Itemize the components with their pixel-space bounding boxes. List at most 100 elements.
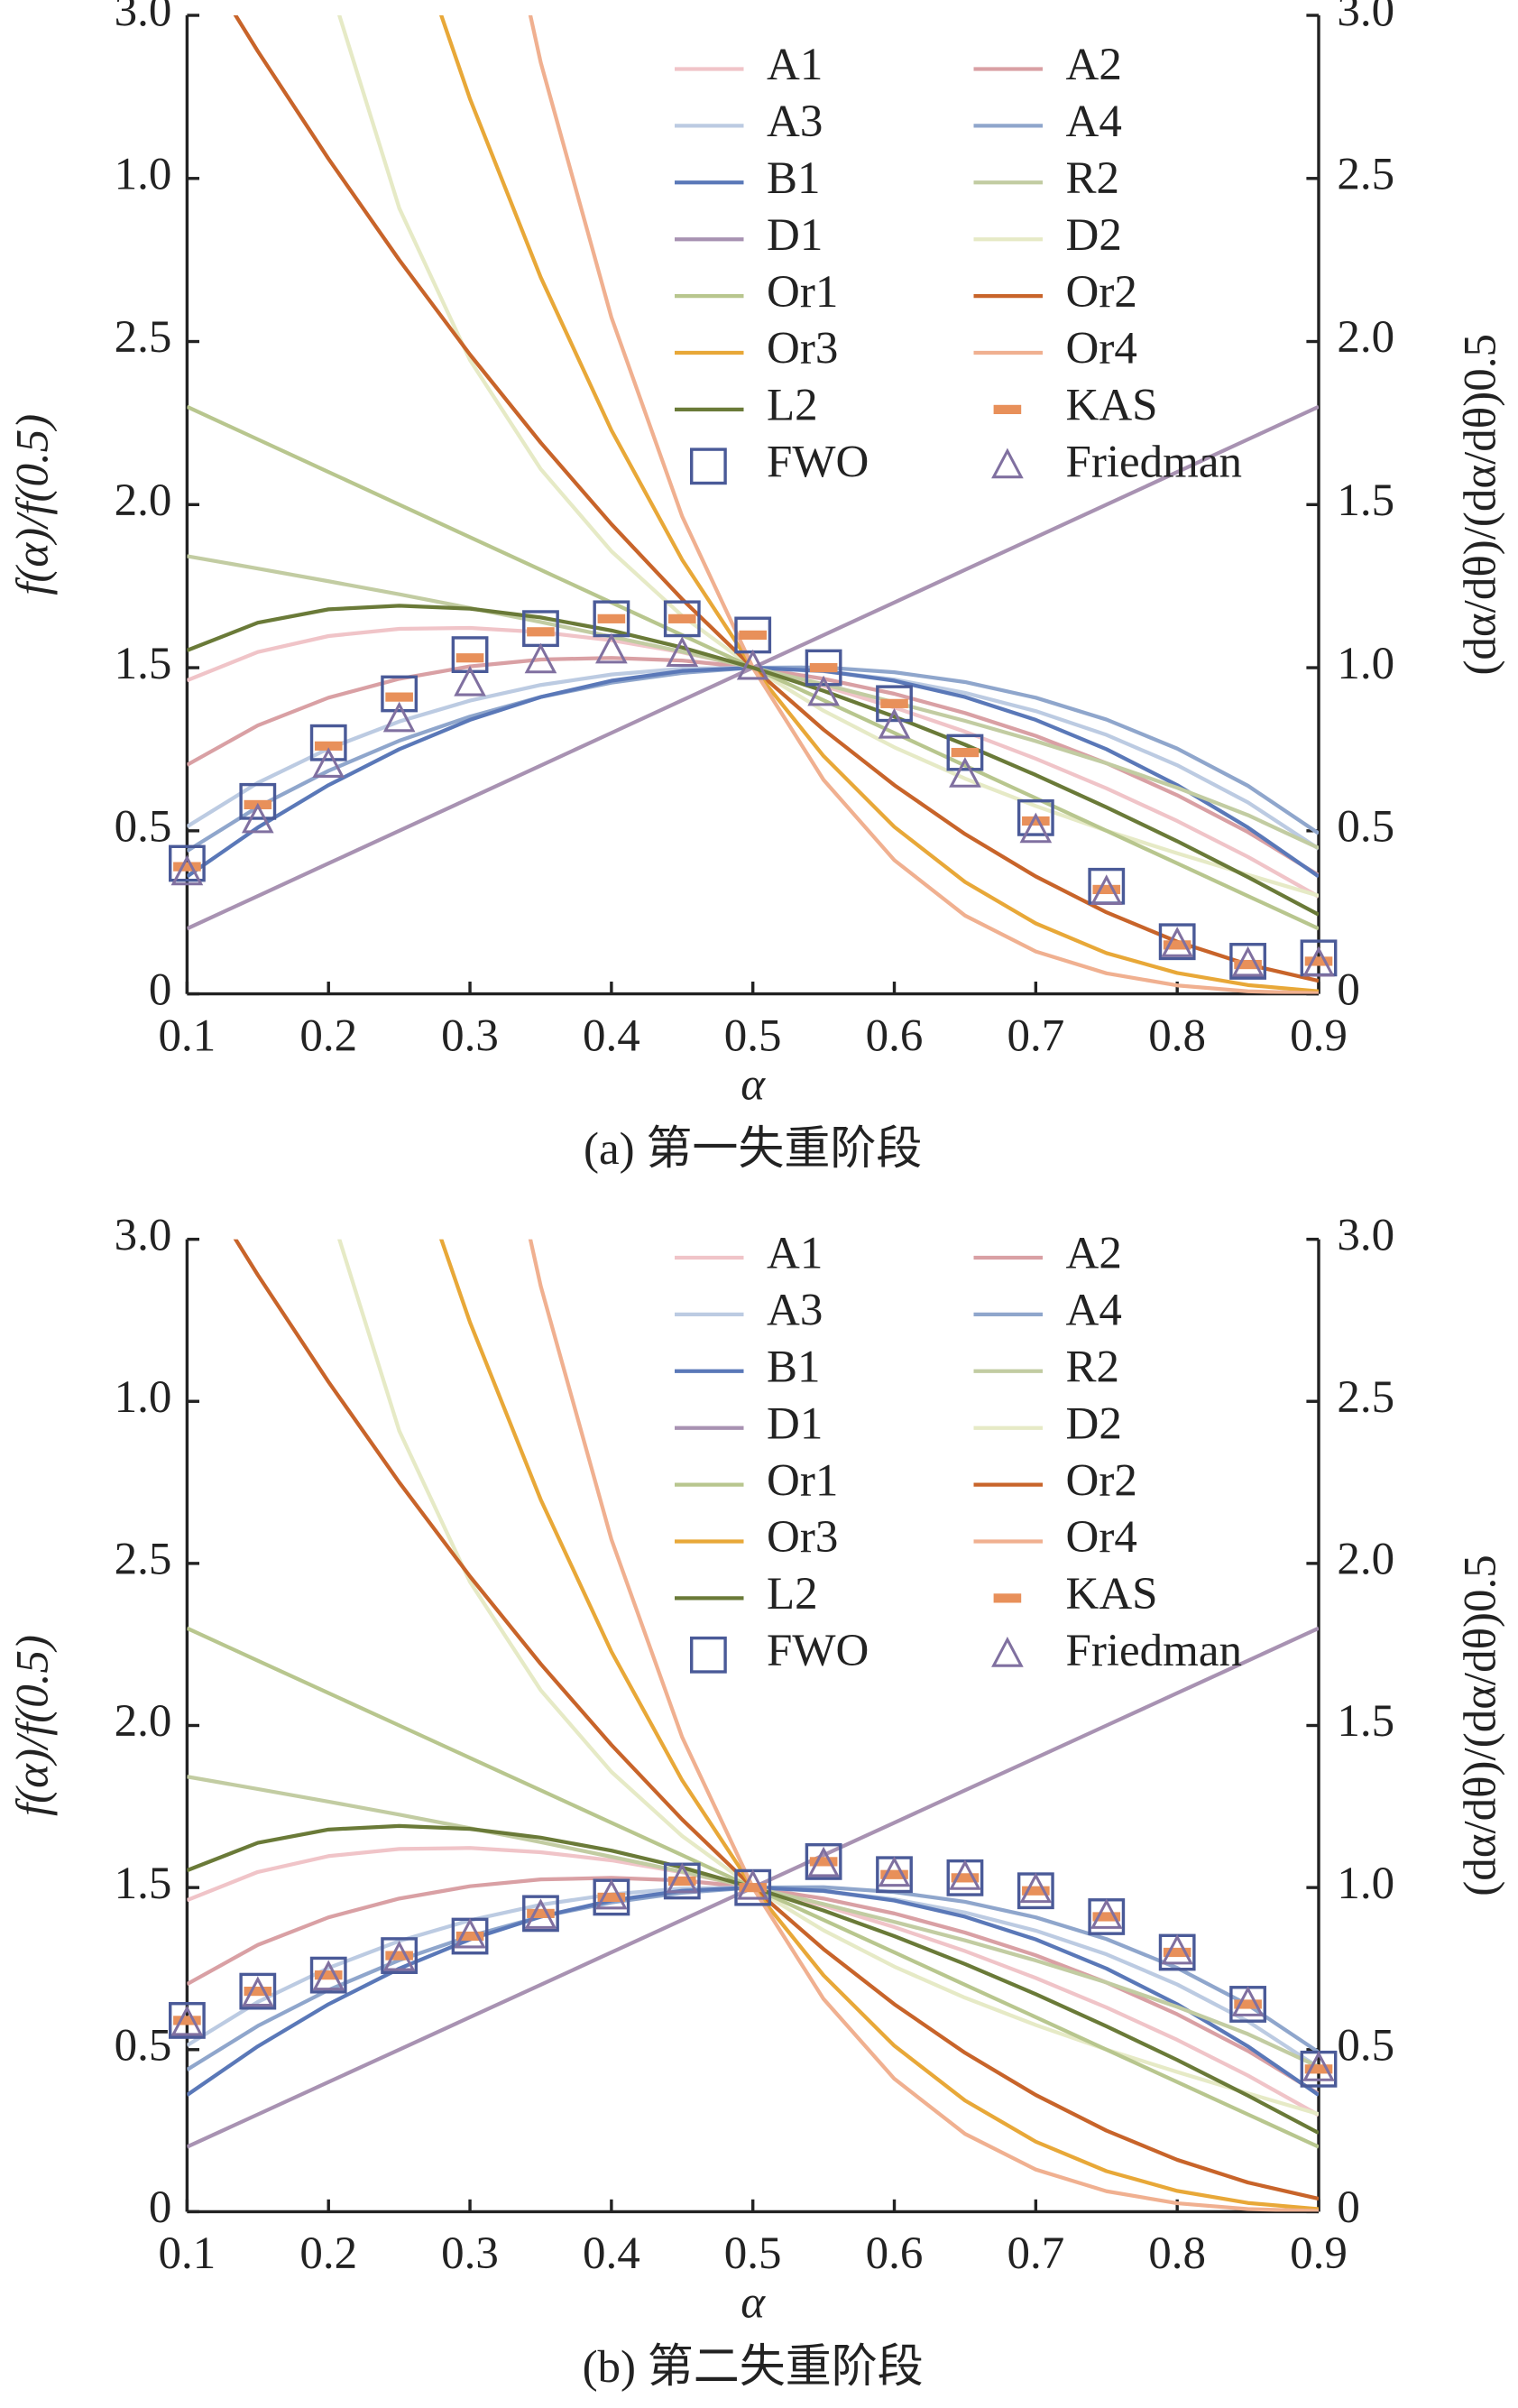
dash-marker [173,2016,201,2025]
legend-label: A1 [767,40,823,90]
y2-tick-label: 0 [1337,964,1360,1015]
dash-marker [314,741,343,751]
square-marker [1158,923,1196,961]
model-curve [187,1885,1319,2071]
y-axis-label: f(α)/f(0.5) [8,1635,59,1816]
model-curve [233,1239,1319,2201]
triangle-marker [241,1976,274,2007]
triangle-marker [736,1868,769,1900]
dash-marker [667,1876,696,1887]
dash-marker [244,1986,272,1997]
model-curve [187,665,1319,853]
triangle-marker [1019,812,1053,844]
legend-label: KAS [1065,381,1157,431]
legend-label: FWO [767,1626,869,1676]
legend-label: Or2 [1065,1455,1136,1506]
y-tick-label: 0 [149,2182,172,2233]
square-marker [381,675,419,713]
triangle-marker [878,1856,911,1887]
dash-marker [951,747,980,758]
plot-area [187,15,1319,994]
legend-marker [991,1637,1024,1667]
dash-marker [173,862,201,872]
y-tick-label: 0 [149,964,172,1015]
square-marker [239,782,277,820]
triangle-marker [949,757,981,788]
square-marker [1017,798,1054,836]
dash-marker [527,627,555,637]
x-tick-label: 0.5 [724,1010,782,1061]
y-axis-label: f(α)/f(0.5) [8,414,59,595]
dash-marker [455,653,484,663]
y2-tick-label: 2.5 [1337,149,1394,199]
x-tick-label: 0.9 [1290,1010,1348,1061]
legend-label: A2 [1065,1229,1121,1279]
y-tick-label: 0.5 [115,2020,172,2071]
y-tick-label: 2.0 [115,475,172,526]
triangle-marker [878,707,911,739]
dash-marker [1163,1947,1191,1958]
y2-tick-label: 0.5 [1337,2020,1394,2071]
model-curve [233,15,1319,983]
y2-tick-label: 2.5 [1337,1372,1394,1423]
legend-label: B1 [767,153,821,204]
legend-label: Or4 [1065,1512,1136,1563]
legend-label: D1 [767,210,823,261]
dash-marker [739,630,767,641]
dash-marker [951,1873,980,1883]
triangle-marker [170,2005,204,2036]
triangle-marker [241,802,274,834]
square-marker [1229,943,1266,980]
y-tick-label: 2.5 [115,312,172,363]
model-curve [438,1239,1319,2211]
chart-title: (b) 第二失重阶段 [583,2342,924,2393]
dash-marker [385,1951,413,1961]
legend-label: A4 [1065,97,1121,147]
y-tick-label: 0.5 [115,802,172,853]
triangle-marker [382,701,416,733]
model-curve [187,1775,1319,2069]
triangle-marker [312,747,345,778]
triangle-marker [1161,1933,1194,1965]
legend-label: L2 [767,1569,818,1619]
dash-marker [314,1970,343,1980]
x-tick-label: 0.2 [299,2228,357,2279]
triangle-marker [170,854,204,886]
y2-tick-label: 2.0 [1337,1535,1394,1585]
dash-marker [1092,1912,1121,1922]
y-tick-label: 1.5 [115,639,172,689]
square-marker [805,1842,842,1880]
triangle-marker [1090,1898,1123,1929]
x-tick-label: 0.2 [299,1010,357,1061]
dash-marker [1304,956,1333,966]
legend-label: A3 [767,97,823,147]
triangle-marker [807,675,840,706]
y2-axis-label: (dα/dθ)/(dα/dθ)0.5 [1455,334,1505,675]
y2-tick-label: 1.0 [1337,639,1394,689]
square-marker [522,1895,559,1933]
y2-tick-label: 3.0 [1337,0,1394,37]
dash-marker [809,1857,838,1867]
legend-label: Or3 [767,1512,838,1563]
x-tick-label: 0.5 [724,2228,782,2279]
dash-marker [597,1892,626,1903]
triangle-marker [454,1917,486,1949]
triangle-marker [736,649,769,680]
dash-marker [1234,959,1262,970]
dash-marker [597,614,626,623]
y-tick-label: 2.5 [115,1535,172,1585]
square-marker [876,685,913,723]
legend-label: A2 [1065,40,1121,90]
legend-label: KAS [1065,1569,1157,1619]
y2-tick-label: 1.0 [1337,1859,1394,1909]
triangle-marker [312,1960,345,1991]
dash-marker [1304,2064,1333,2074]
triangle-marker [1090,874,1123,905]
triangle-marker [454,665,486,697]
x-tick-label: 0.3 [441,1010,499,1061]
x-axis-label: α [741,1060,766,1111]
triangle-marker [595,632,628,664]
legend-label: R2 [1065,1342,1119,1393]
triangle-marker [1302,946,1335,977]
